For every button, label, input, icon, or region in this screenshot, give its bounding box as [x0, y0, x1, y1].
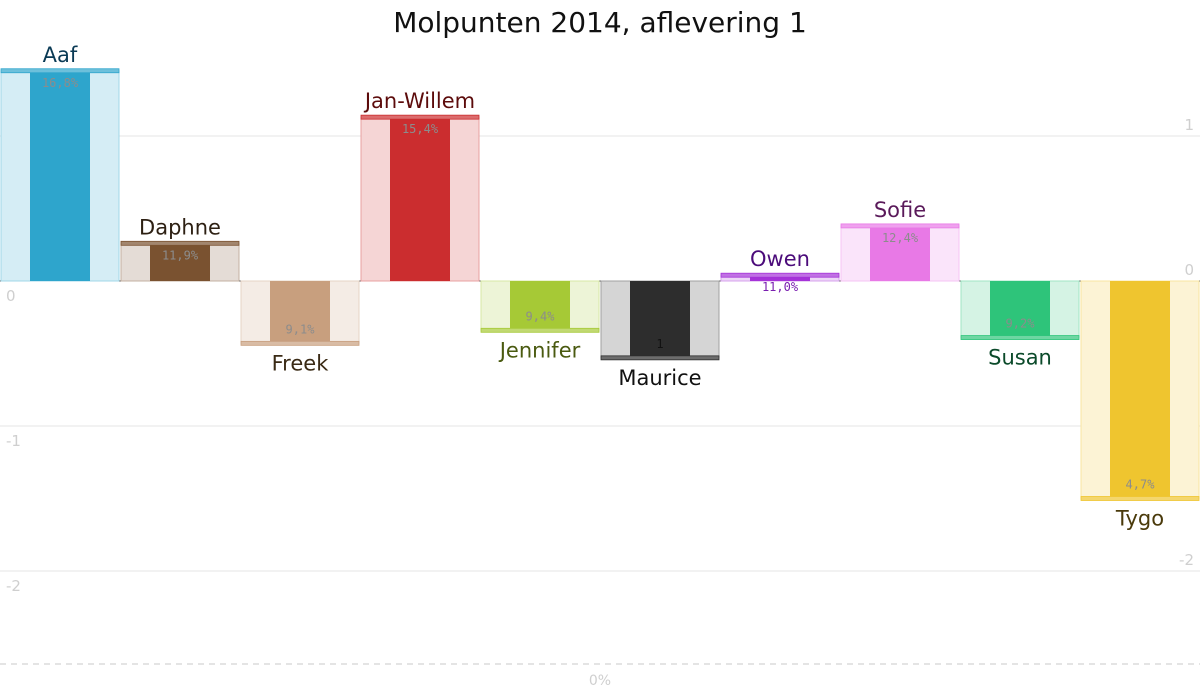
- bar-cap: [960, 335, 1080, 340]
- bar-cap: [240, 340, 360, 346]
- bar: [1110, 281, 1170, 499]
- y-tick-label-left: -2: [6, 577, 21, 595]
- y-tick-label-right: -2: [1179, 551, 1194, 569]
- bar-name-label: Daphne: [139, 215, 221, 239]
- bar: [630, 281, 690, 358]
- bar-percentage-label: 11,0%: [762, 280, 799, 294]
- bar-percentage-label: 1: [656, 337, 663, 351]
- y-tick-label-right: 1: [1184, 116, 1194, 134]
- bar: [30, 70, 90, 281]
- x-axis-label: 0%: [589, 673, 611, 689]
- bar-percentage-label: 9,2%: [1006, 317, 1036, 331]
- bar-name-label: Susan: [988, 346, 1052, 370]
- bar: [870, 225, 930, 281]
- bar: [990, 281, 1050, 338]
- bar-percentage-label: 9,1%: [286, 322, 316, 336]
- bar-cap: [480, 327, 600, 333]
- bar-cap: [720, 272, 840, 278]
- bar-cap: [360, 114, 480, 120]
- bar: [270, 281, 330, 344]
- bar-name-label: Jennifer: [498, 338, 581, 362]
- labels-layer: 16,8% Aaf 11,9% Daphne 9,1% Freek 15,4% Jan-Wil…: [42, 43, 1164, 531]
- bar-cap: [0, 68, 120, 74]
- bar-percentage-label: 16,8%: [42, 76, 79, 90]
- bar-name-label: Aaf: [43, 43, 78, 67]
- bar-cap: [120, 240, 240, 246]
- bars-layer: [0, 68, 1200, 501]
- bar-name-label: Jan-Willem: [363, 89, 475, 113]
- bar-cap: [840, 223, 960, 229]
- bar-percentage-label: 4,7%: [1126, 478, 1156, 492]
- bar: [150, 243, 210, 281]
- bar-name-label: Owen: [750, 247, 810, 271]
- bar-percentage-label: 11,9%: [162, 248, 199, 262]
- bar: [390, 117, 450, 282]
- bar-percentage-label: 12,4%: [882, 231, 919, 245]
- bar-percentage-label: 15,4%: [402, 122, 439, 136]
- y-tick-label-left: -1: [6, 432, 21, 450]
- bar-cap: [600, 355, 720, 361]
- chart-title: Molpunten 2014, aflevering 1: [393, 6, 807, 39]
- bar-name-label: Maurice: [618, 366, 701, 390]
- bar-name-label: Tygo: [1115, 507, 1164, 531]
- bar: [750, 275, 810, 281]
- y-tick-label-right: 0: [1184, 261, 1194, 279]
- bar-cap: [1080, 496, 1200, 501]
- bar-percentage-label: 9,4%: [526, 309, 556, 323]
- bar: [510, 281, 570, 331]
- y-tick-label-left: 0: [6, 287, 16, 305]
- bar-name-label: Freek: [272, 351, 330, 375]
- bar-name-label: Sofie: [874, 198, 926, 222]
